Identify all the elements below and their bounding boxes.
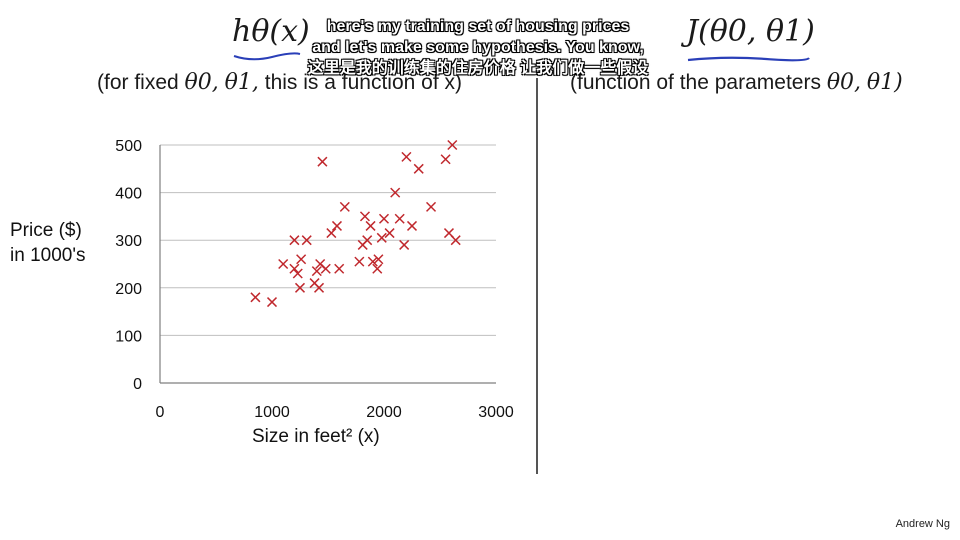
left-subtitle-theta0: θ0, — [184, 70, 219, 95]
data-point — [394, 213, 405, 224]
data-point — [367, 256, 378, 267]
data-point — [339, 201, 350, 212]
cost-function-title-text: J(θ0, θ1) — [686, 14, 815, 49]
data-point — [266, 297, 278, 308]
x-axis-label: Size in feet² (x) — [252, 426, 380, 447]
data-point — [426, 201, 437, 212]
data-point — [334, 263, 345, 274]
data-point — [301, 235, 312, 246]
data-point — [278, 258, 289, 270]
left-subtitle-prefix: (for fixed — [97, 71, 179, 94]
y-axis-label: Price ($) in 1000's — [10, 218, 85, 268]
data-point — [378, 213, 390, 224]
data-point — [372, 263, 383, 274]
data-point — [413, 163, 424, 174]
data-point — [331, 220, 342, 231]
data-point — [401, 151, 412, 162]
data-point — [317, 156, 328, 167]
data-point — [294, 282, 306, 293]
data-point — [450, 235, 461, 246]
data-point — [440, 154, 451, 165]
y-tick-label: 300 — [115, 233, 142, 250]
data-point — [384, 228, 395, 239]
cost-function-underline — [687, 56, 810, 62]
data-point — [406, 220, 418, 231]
right-subtitle-theta0: θ0, — [826, 70, 862, 95]
data-point — [390, 187, 401, 198]
y-tick-label: 0 — [133, 376, 142, 393]
data-point — [289, 235, 300, 246]
data-point — [354, 256, 365, 267]
author-credit: Andrew Ng — [895, 518, 950, 530]
data-point — [326, 228, 337, 239]
y-axis-label-line1: Price ($) — [10, 220, 82, 241]
x-tick-label: 3000 — [478, 404, 514, 421]
data-point — [447, 139, 458, 151]
left-subtitle-theta1: θ1, — [224, 70, 259, 95]
data-point — [399, 239, 410, 250]
data-point — [289, 263, 300, 274]
caption-line-2: and let's make some hypothesis. You know… — [312, 39, 644, 56]
hypothesis-subtitle: (for fixed θ0, θ1, this is a function of… — [97, 70, 462, 95]
right-subtitle-prefix: (function of the parameters — [570, 71, 821, 94]
panel-divider — [536, 78, 538, 474]
data-point — [373, 254, 384, 265]
hypothesis-title: hθ(x) — [232, 14, 310, 49]
video-captions: here's my training set of housing prices… — [278, 16, 678, 79]
data-point — [296, 254, 307, 265]
left-subtitle-suffix: this is a function of x) — [264, 71, 462, 94]
y-tick-label: 500 — [115, 138, 142, 155]
data-point — [311, 266, 322, 277]
x-tick-label: 2000 — [366, 404, 402, 421]
x-tick-label: 0 — [156, 404, 165, 421]
cost-function-title: J(θ0, θ1) — [686, 14, 815, 49]
caption-line-3: 这里是我的训练集的住房价格 让我们做一些假设 — [307, 60, 649, 77]
y-tick-label: 100 — [115, 328, 142, 345]
y-tick-label: 200 — [115, 281, 142, 298]
cost-function-subtitle: (function of the parameters θ0, θ1) — [570, 70, 903, 95]
right-subtitle-theta1: θ1) — [866, 70, 903, 95]
data-point — [292, 268, 303, 279]
data-point — [314, 282, 325, 293]
data-point — [362, 235, 373, 246]
data-point — [376, 232, 387, 243]
caption-line-1: here's my training set of housing prices — [326, 18, 630, 35]
hypothesis-underline — [233, 52, 301, 61]
data-point — [320, 263, 331, 274]
hypothesis-title-text: hθ(x) — [232, 14, 310, 49]
y-axis-label-line2: in 1000's — [10, 245, 86, 266]
data-point — [365, 220, 376, 231]
data-point — [250, 292, 261, 303]
y-tick-label: 400 — [115, 186, 142, 203]
data-point — [359, 211, 370, 222]
x-tick-label: 1000 — [254, 404, 290, 421]
